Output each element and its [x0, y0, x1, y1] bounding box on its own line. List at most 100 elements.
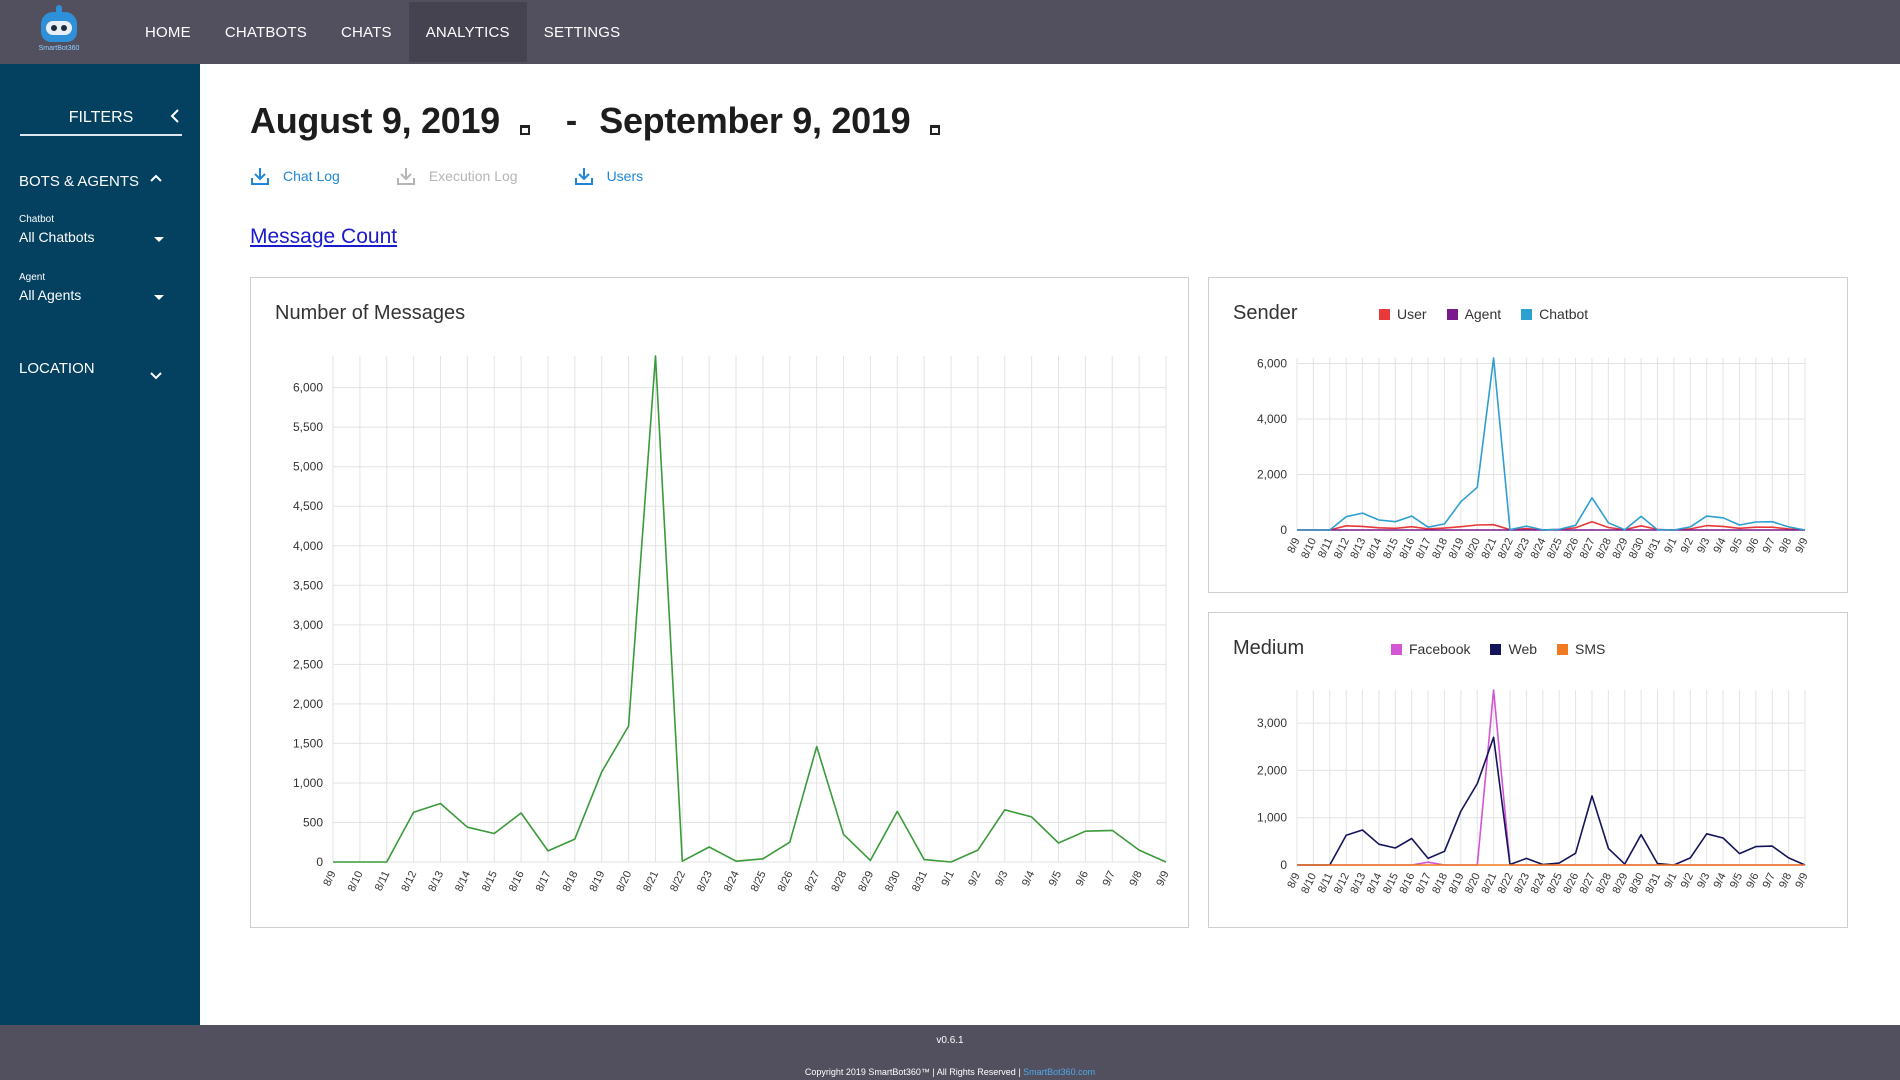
y-tick-label: 5,500	[293, 420, 323, 434]
x-tick-label: 8/25	[1545, 536, 1565, 560]
legend-label: Web	[1508, 641, 1538, 657]
x-tick-label: 8/10	[1299, 536, 1319, 560]
y-tick-label: 4,500	[293, 499, 323, 513]
series-line-messages	[333, 355, 1167, 863]
x-tick-label: 8/26	[776, 869, 796, 893]
date-separator: -	[565, 101, 578, 140]
medium-legend: Facebook Web SMS	[1391, 641, 1625, 657]
legend-label: SMS	[1575, 641, 1606, 657]
x-tick-label: 8/14	[453, 869, 473, 893]
x-tick-label: 8/16	[1397, 536, 1417, 560]
message-count-link[interactable]: Message Count	[250, 225, 398, 248]
x-tick-label: 9/6	[1074, 869, 1091, 888]
nav-chats[interactable]: CHATS	[340, 23, 392, 41]
y-tick-label: 6,000	[1257, 357, 1287, 371]
nav-home[interactable]: HOME	[145, 23, 191, 41]
agent-select[interactable]: All Agents	[19, 287, 82, 303]
x-tick-label: 9/3	[1695, 871, 1712, 890]
bots-agents-section[interactable]: BOTS & AGENTS	[19, 173, 140, 190]
chevron-up-icon[interactable]	[150, 170, 162, 185]
agent-dropdown-caret-icon[interactable]	[154, 295, 164, 300]
sender-chart: 02,0004,0006,0008/98/108/118/128/138/148…	[1257, 357, 1811, 561]
x-tick-label: 8/15	[480, 869, 500, 893]
chat-log-download[interactable]: Chat Log	[250, 166, 340, 186]
legend-item-facebook[interactable]: Facebook	[1391, 641, 1470, 657]
number-of-messages-card: Number of Messages 0 500 1,000 1,500 2,000 2,…	[250, 277, 1189, 928]
y-tick-label: 2,000	[1257, 763, 1287, 777]
x-tick-label: 8/30	[1627, 536, 1647, 560]
x-tick-label: 8/22	[1496, 871, 1516, 895]
legend-label: Agent	[1464, 306, 1502, 322]
execution-log-label: Execution Log	[428, 168, 518, 184]
download-links: Chat Log Execution Log Users	[250, 166, 699, 186]
y-tick-label: 0	[1280, 858, 1287, 872]
y-tick-label: 2,000	[293, 697, 323, 711]
x-tick-label: 8/18	[561, 869, 581, 893]
chatbot-dropdown-caret-icon[interactable]	[154, 237, 164, 242]
x-tick-label: 8/21	[1479, 536, 1499, 560]
copyright-label: Copyright 2019 SmartBot360™ | All Rights…	[804, 1067, 1021, 1077]
x-tick-label: 8/9	[1285, 871, 1302, 890]
y-tick-label: 6,000	[293, 381, 323, 395]
y-tick-label: 2,500	[293, 657, 323, 671]
legend-item-chatbot[interactable]: Chatbot	[1521, 306, 1588, 322]
x-tick-label: 8/29	[1611, 536, 1631, 560]
legend-item-sms[interactable]: SMS	[1557, 641, 1605, 657]
x-tick-label: 8/18	[1430, 536, 1450, 560]
x-tick-label: 8/9	[1285, 536, 1302, 555]
nav-settings[interactable]: SETTINGS	[543, 23, 621, 41]
x-tick-label: 8/17	[1414, 871, 1434, 895]
legend-item-web[interactable]: Web	[1490, 641, 1537, 657]
chat-log-label: Chat Log	[283, 168, 340, 184]
x-tick-label: 9/4	[1711, 871, 1728, 890]
sender-legend: User Agent Chatbot	[1379, 306, 1608, 322]
nav-chatbots[interactable]: CHATBOTS	[224, 23, 307, 41]
logo[interactable]: SmartBot360	[14, 0, 104, 64]
download-icon	[574, 168, 593, 185]
date-from[interactable]: August 9, 2019	[250, 100, 500, 141]
y-tick-label: 5,000	[293, 460, 323, 474]
y-tick-label: 2,000	[1257, 468, 1287, 482]
x-tick-label: 9/6	[1744, 871, 1761, 890]
version-text: v0.6.1	[936, 1035, 964, 1046]
legend-item-user[interactable]: User	[1379, 306, 1427, 322]
chatbot-select[interactable]: All Chatbots	[19, 229, 95, 245]
y-tick-label: 4,000	[1257, 412, 1287, 426]
x-tick-label: 8/31	[1643, 871, 1663, 895]
x-tick-label: 8/10	[346, 869, 366, 893]
x-tick-label: 9/9	[1793, 871, 1810, 890]
users-download[interactable]: Users	[574, 166, 643, 186]
date-to[interactable]: September 9, 2019	[599, 100, 911, 141]
collapse-sidebar-icon[interactable]	[170, 108, 180, 129]
x-tick-label: 9/2	[1679, 536, 1696, 555]
x-tick-label: 9/7	[1761, 536, 1778, 555]
x-tick-label: 8/28	[829, 869, 849, 893]
y-tick-label: 1,000	[293, 776, 323, 790]
x-tick-label: 8/13	[1348, 871, 1368, 895]
calendar-icon[interactable]	[519, 125, 530, 135]
calendar-icon[interactable]	[930, 125, 941, 135]
legend-swatch	[1391, 643, 1402, 655]
execution-log-download[interactable]: Execution Log	[396, 166, 518, 186]
chart-title: Sender	[1233, 302, 1298, 324]
x-tick-label: 9/1	[1662, 536, 1679, 555]
legend-item-agent[interactable]: Agent	[1446, 306, 1502, 322]
y-tick-label: 1,500	[293, 736, 323, 750]
x-tick-label: 8/23	[1512, 536, 1532, 560]
location-section[interactable]: LOCATION	[19, 360, 95, 377]
x-tick-label: 9/3	[1695, 536, 1712, 555]
legend-label: Facebook	[1409, 641, 1471, 657]
agent-label: Agent	[19, 272, 46, 283]
filters-header: FILTERS	[20, 102, 182, 136]
chart-title: Medium	[1233, 637, 1305, 659]
x-tick-label: 8/30	[883, 869, 903, 893]
medium-card: Medium Facebook Web SMS 0 1,000 2,000 3,000…	[1208, 612, 1848, 928]
filters-sidebar: FILTERS BOTS & AGENTS Chatbot All Chatbo…	[0, 64, 200, 1025]
smartbot360-link[interactable]: SmartBot360.com	[1023, 1067, 1096, 1077]
nav-analytics[interactable]: ANALYTICS	[408, 2, 527, 62]
legend-swatch	[1490, 643, 1502, 655]
chevron-down-icon[interactable]	[150, 368, 162, 383]
legend-swatch	[1521, 308, 1533, 320]
chart-title: Number of Messages	[275, 302, 466, 324]
x-tick-label: 8/19	[1447, 536, 1467, 560]
